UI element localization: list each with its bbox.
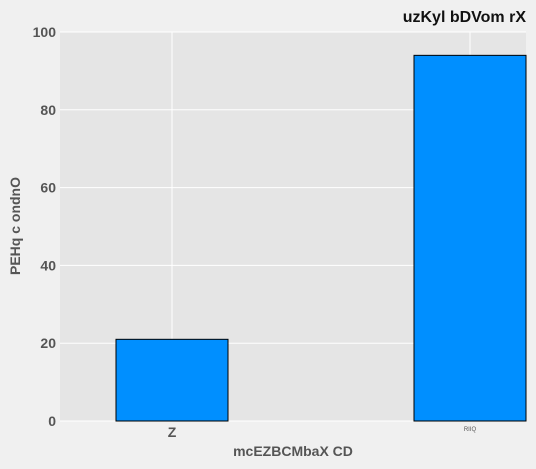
y-tick-label: 0 (48, 413, 56, 429)
x-tick-label: RIIQ (464, 427, 477, 433)
x-tick-labels: Z RIIQ (168, 424, 477, 440)
y-tick-label: 40 (40, 257, 56, 273)
chart-title: uzKyl bDVom rX (403, 9, 527, 26)
y-tick-label: 80 (40, 102, 56, 118)
x-axis-label: mcEZBCMbaX CD (233, 443, 353, 459)
y-tick-label: 60 (40, 180, 56, 196)
bar-riiq (413, 54, 527, 422)
bars (115, 54, 527, 422)
y-axis-label: PEHq c ondnO (7, 177, 23, 275)
bar-z (115, 338, 229, 422)
y-tick-label: 20 (40, 335, 56, 351)
y-tick-labels: 0 20 40 60 80 100 (33, 24, 57, 429)
y-tick-label: 100 (33, 24, 57, 40)
x-tick-label: Z (168, 424, 177, 440)
